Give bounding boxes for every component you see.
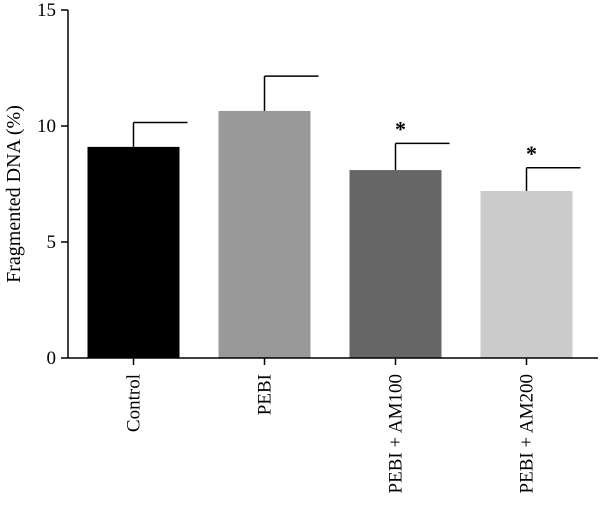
- significance-marker: *: [526, 141, 537, 166]
- x-axis: Control PEBI PEBI + AM100 PEBI + AM200: [68, 357, 598, 493]
- y-axis-label: Fragmented DNA (%): [3, 105, 25, 283]
- bar: [218, 110, 311, 358]
- y-tick-label: 5: [47, 232, 57, 253]
- bars: **: [87, 75, 581, 358]
- significance-marker: *: [395, 116, 406, 141]
- x-tick-label: Control: [124, 374, 145, 432]
- y-tick-label: 15: [37, 0, 56, 21]
- x-tick-label: PEBI: [255, 374, 276, 415]
- y-axis: 0 5 10 15: [37, 0, 69, 369]
- x-tick-label: PEBI + AM200: [517, 374, 538, 493]
- x-tick-label: PEBI + AM100: [386, 374, 407, 493]
- bar: [349, 170, 442, 358]
- y-tick-label: 0: [47, 348, 57, 369]
- bar: [87, 146, 180, 358]
- bar: [480, 190, 573, 358]
- y-tick-label: 10: [37, 116, 56, 137]
